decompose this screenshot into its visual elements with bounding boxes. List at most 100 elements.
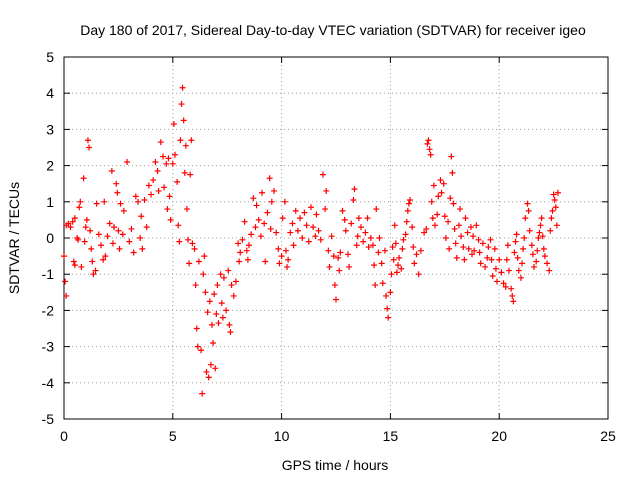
data-point [114,189,121,196]
data-point [206,298,213,305]
data-point [211,291,218,298]
data-point [226,321,233,328]
data-point [303,222,310,229]
data-point [348,220,355,227]
data-point [330,253,337,260]
data-point [517,274,524,281]
data-point [78,263,85,270]
data-point [399,245,406,252]
data-point [460,244,467,251]
data-point [273,229,280,236]
data-point [315,227,322,234]
data-point [453,254,460,261]
data-point [491,245,498,252]
data-points [61,84,561,397]
data-point [502,283,509,290]
data-point [250,195,257,202]
data-point [437,177,444,184]
data-point [328,233,335,240]
data-point [509,292,516,299]
data-point [402,231,409,238]
data-point [237,249,244,256]
data-point [81,238,88,245]
data-point [204,309,211,316]
data-point [473,222,480,229]
data-point [406,196,413,203]
data-point [339,207,346,214]
data-point [534,247,541,254]
data-point [551,196,558,203]
data-point [479,240,486,247]
data-point [275,245,282,252]
data-point [253,202,260,209]
data-point [337,249,344,256]
data-point [554,189,561,196]
data-point [281,198,288,205]
data-point [467,224,474,231]
data-point [202,289,209,296]
data-point [367,235,374,241]
data-point [471,247,478,254]
data-point [166,193,173,200]
data-point [538,215,545,222]
data-point [358,224,365,231]
data-point [392,240,399,247]
data-point [475,236,482,243]
data-point [383,292,390,299]
y-tick-label: -2 [42,302,55,318]
data-point [292,207,299,214]
data-point [535,235,542,241]
data-point [427,151,434,158]
data-point [120,207,127,214]
data-point [524,200,531,207]
data-point [157,139,164,146]
data-point [351,186,358,193]
data-point [457,206,464,213]
data-point [297,215,304,222]
data-point [331,282,338,289]
data-point [325,247,332,254]
x-tick-label: 10 [274,428,290,444]
data-point [503,256,510,263]
data-point [429,215,436,222]
data-point [521,235,528,241]
data-point [170,120,177,127]
data-point [76,204,83,211]
data-point [449,169,456,176]
data-point [268,198,275,205]
data-point [183,206,190,213]
data-point [485,244,492,251]
data-point [290,242,297,249]
data-point [117,200,124,207]
data-point [230,292,237,299]
data-point [75,236,82,243]
data-point [65,220,72,227]
data-point [179,84,186,91]
data-point [305,238,312,245]
data-point [528,242,535,249]
data-point [409,224,416,231]
data-point [264,209,271,216]
data-point [465,245,472,252]
data-point [413,251,420,258]
data-point [150,177,157,184]
data-point [285,256,292,263]
data-point [89,258,96,265]
data-point [464,229,471,236]
data-point [161,184,168,191]
data-point [108,168,115,175]
y-tick-label: 2 [46,158,54,174]
data-point [188,137,195,144]
data-point [160,153,167,160]
data-point [393,269,400,276]
data-point [87,227,94,234]
data-point [428,198,435,205]
data-point [239,236,246,243]
data-point [116,245,123,252]
data-point [375,249,382,256]
x-tick-label: 20 [491,428,507,444]
data-point [487,236,494,243]
data-point [322,206,329,213]
data-point [526,227,533,234]
data-point [137,235,144,241]
